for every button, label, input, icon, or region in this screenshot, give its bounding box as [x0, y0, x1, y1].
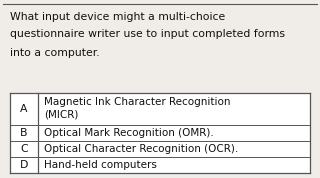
Text: Magnetic Ink Character Recognition
(MICR): Magnetic Ink Character Recognition (MICR… [44, 97, 231, 119]
Text: Hand-held computers: Hand-held computers [44, 160, 157, 170]
Text: D: D [20, 160, 28, 170]
Bar [10, 93, 310, 173]
Text: C: C [20, 144, 28, 154]
Text: Optical Mark Recognition (OMR).: Optical Mark Recognition (OMR). [44, 128, 214, 138]
Text: A: A [20, 104, 28, 114]
Text: questionnaire writer use to input completed forms: questionnaire writer use to input comple… [10, 29, 284, 39]
Text: B: B [20, 128, 28, 138]
Text: Optical Character Recognition (OCR).: Optical Character Recognition (OCR). [44, 144, 238, 154]
Text: What input device might a multi-choice: What input device might a multi-choice [10, 12, 225, 22]
Text: into a computer.: into a computer. [10, 48, 99, 58]
